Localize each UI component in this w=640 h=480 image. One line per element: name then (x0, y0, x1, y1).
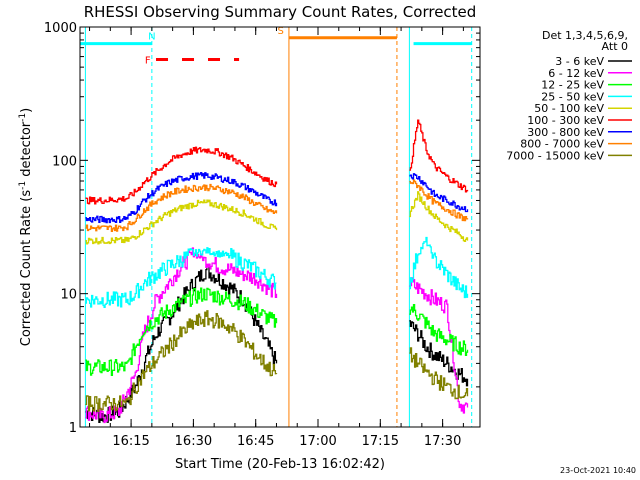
status-bar-label-3: S (277, 26, 283, 37)
y-tick-label-3: 1000 (44, 21, 77, 36)
legend-header-1: Att 0 (602, 40, 628, 53)
series-line-2-0 (85, 287, 278, 376)
y-tick-label-2: 100 (52, 154, 77, 169)
x-tick-label-1: 16:30 (175, 434, 212, 449)
legend-label-6: 300 - 800 keV (527, 126, 604, 139)
series-line-8-1 (409, 347, 469, 400)
x-tick-label-0: 16:15 (112, 434, 149, 449)
legend-label-0: 3 - 6 keV (555, 55, 604, 68)
series-line-8-0 (85, 310, 278, 412)
legend-label-4: 50 - 100 keV (534, 102, 604, 115)
series-line-3-0 (85, 247, 277, 308)
series-line-7-1 (409, 179, 469, 222)
legend-header-0: Det 1,3,4,5,6,9, (542, 29, 628, 42)
x-tick-label-2: 16:45 (237, 434, 274, 449)
series-line-7-0 (85, 183, 278, 232)
x-tick-label-4: 17:15 (362, 434, 399, 449)
y-axis-label-part3: ) (19, 108, 34, 113)
y-axis-label-part2: detector (19, 121, 34, 181)
status-bar-label-0: N (148, 32, 155, 43)
legend-label-1: 6 - 12 keV (548, 67, 604, 80)
y-axis-label-sup2: -1 (18, 113, 28, 122)
x-tick-label-5: 17:30 (424, 434, 461, 449)
series-line-3-1 (409, 236, 469, 299)
legend-label-8: 7000 - 15000 keV (506, 149, 604, 162)
legend-label-3: 25 - 50 keV (541, 90, 604, 103)
legend-label-2: 12 - 25 keV (541, 79, 604, 92)
legend-label-7: 800 - 7000 keV (520, 138, 604, 151)
series-line-2-1 (409, 304, 469, 357)
y-axis-label-sup1: -1 (18, 181, 28, 190)
series-line-6-0 (85, 171, 278, 224)
y-axis-label-part1: Corrected Count Rate (s (19, 190, 34, 347)
y-tick-label-0: 1 (69, 421, 77, 436)
x-tick-label-3: 17:00 (299, 434, 336, 449)
series-line-4-0 (85, 199, 278, 245)
x-axis-label: Start Time (20-Feb-13 16:02:42) (175, 457, 385, 472)
series-line-5-0 (85, 146, 278, 205)
series-line-4-1 (409, 191, 469, 242)
y-tick-label-1: 10 (60, 288, 77, 303)
chart-title: RHESSI Observing Summary Count Rates, Co… (84, 3, 477, 21)
y-axis-label: Corrected Count Rate (s-1 detector-1) (18, 108, 34, 346)
legend-label-5: 100 - 300 keV (527, 114, 604, 127)
timestamp: 23-Oct-2021 10:40 (560, 466, 636, 475)
status-bar-label-2: F (145, 56, 151, 67)
series-line-0-1 (409, 320, 469, 387)
series-line-5-1 (409, 119, 469, 193)
plot-frame (79, 26, 481, 428)
series-line-6-1 (409, 173, 469, 213)
